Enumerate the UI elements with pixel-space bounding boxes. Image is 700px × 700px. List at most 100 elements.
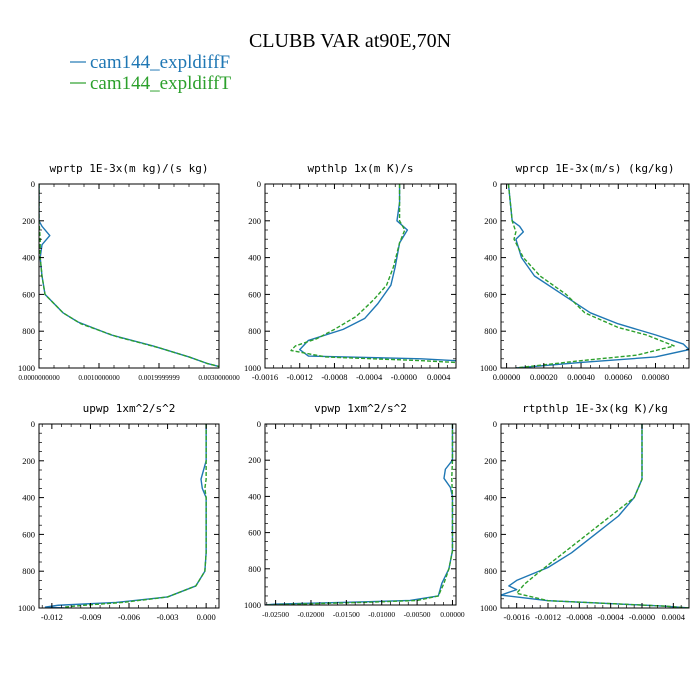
- x-tick-label: -0.0016: [504, 612, 530, 622]
- legend-label-f: cam144_expldiffF: [90, 52, 230, 73]
- y-tick-label: 1000: [244, 363, 261, 373]
- x-tick-label: -0.00500: [404, 610, 431, 619]
- x-tick-label: -0.0008: [566, 612, 592, 622]
- y-tick-label: 800: [22, 326, 35, 336]
- y-tick-label: 200: [484, 456, 497, 466]
- x-tick-label: 0.0004: [662, 612, 686, 622]
- y-tick-label: 1000: [18, 603, 35, 613]
- panel-title: wprtp 1E-3x(m kg)/(s kg): [50, 162, 209, 175]
- y-tick-label: 400: [484, 493, 497, 503]
- y-tick-label: 200: [22, 456, 35, 466]
- x-tick-label: -0.01000: [368, 610, 395, 619]
- x-tick-label: -0.0000: [391, 372, 417, 382]
- series-line-expldiffF: [507, 184, 689, 368]
- x-tick-label: 0.0030000000: [198, 374, 240, 382]
- figure-title: CLUBB VAR at90E,70N: [249, 30, 451, 52]
- x-tick-label: 0.00020: [530, 372, 558, 382]
- y-tick-label: 0: [31, 179, 35, 189]
- panel-title: upwp 1xm^2/s^2: [83, 402, 176, 415]
- x-tick-label: -0.02000: [298, 610, 325, 619]
- y-tick-label: 600: [22, 529, 35, 539]
- y-tick-label: 400: [248, 253, 261, 263]
- series-line-expldiffT: [507, 184, 675, 368]
- y-tick-label: 600: [484, 289, 497, 299]
- series-line-expldiffT: [515, 424, 689, 608]
- panel-series: [290, 184, 456, 364]
- x-tick-label: -0.02500: [262, 610, 289, 619]
- x-tick-label: -0.0000: [629, 612, 655, 622]
- y-tick-label: 600: [248, 528, 261, 538]
- y-tick-label: 200: [22, 216, 35, 226]
- x-tick-label: -0.009: [79, 612, 101, 622]
- panels: wprtp 1E-3x(m kg)/(s kg) 0 200 400 600 800 100…: [18, 162, 690, 622]
- x-tick-label: 0.00080: [642, 372, 670, 382]
- x-tick-label: -0.0012: [287, 372, 313, 382]
- y-tick-label: 600: [248, 289, 261, 299]
- y-tick-label: 1000: [244, 600, 261, 610]
- x-tick-label: -0.0012: [535, 612, 561, 622]
- x-tick-label: -0.006: [118, 612, 140, 622]
- y-tick-label: 600: [484, 529, 497, 539]
- x-tick-label: 0.00000: [493, 372, 521, 382]
- y-tick-label: 0: [257, 179, 261, 189]
- series-line-expldiffT: [64, 424, 207, 608]
- x-tick-label: -0.0004: [598, 612, 625, 622]
- x-tick-label: 0.0000000000: [18, 374, 60, 382]
- x-tick-label: 0.00000: [440, 610, 465, 619]
- panel-series: [501, 424, 689, 608]
- x-tick-label: 0.00040: [567, 372, 595, 382]
- x-tick-label: 0.0010000000: [78, 374, 120, 382]
- y-tick-label: 800: [248, 326, 261, 336]
- y-tick-label: 400: [22, 253, 35, 263]
- panel-series: [44, 424, 207, 608]
- y-tick-label: 200: [248, 455, 261, 465]
- y-tick-label: 0: [493, 419, 497, 429]
- x-tick-label: 0.00060: [604, 372, 632, 382]
- x-tick-label: 0.0019999999: [138, 374, 180, 382]
- y-tick-label: 1000: [480, 603, 497, 613]
- x-tick-label: 0.0004: [427, 372, 451, 382]
- y-tick-label: 200: [248, 216, 261, 226]
- panel-title: wprcp 1E-3x(m/s) (kg/kg): [516, 162, 675, 175]
- y-tick-label: 600: [22, 289, 35, 299]
- y-tick-label: 200: [484, 216, 497, 226]
- panel-series: [507, 184, 689, 368]
- panel-title: wpthlp 1x(m K)/s: [308, 162, 414, 175]
- y-tick-label: 800: [484, 326, 497, 336]
- series-line-expldiffT: [290, 184, 456, 364]
- y-tick-label: 1000: [480, 363, 497, 373]
- y-tick-label: 800: [484, 566, 497, 576]
- panel-title: rtpthlp 1E-3x(kg K)/kg: [522, 402, 668, 415]
- series-line-expldiffF: [299, 184, 456, 362]
- panel-title: vpwp 1xm^2/s^2: [314, 402, 407, 415]
- y-tick-label: 0: [493, 179, 497, 189]
- y-tick-label: 400: [248, 491, 261, 501]
- y-tick-label: 400: [484, 253, 497, 263]
- panel-1: wprtp 1E-3x(m kg)/(s kg) 0 200 400 600 800 100…: [18, 162, 240, 382]
- x-tick-label: -0.0008: [321, 372, 347, 382]
- legend: cam144_expldiffF cam144_expldiffT: [70, 52, 231, 94]
- panel-series: [265, 424, 454, 605]
- x-tick-label: -0.003: [157, 612, 179, 622]
- y-tick-label: 0: [31, 419, 35, 429]
- legend-label-t: cam144_expldiffT: [90, 73, 231, 94]
- y-tick-label: 0: [257, 419, 261, 429]
- y-tick-label: 800: [22, 566, 35, 576]
- series-line-expldiffT: [265, 424, 454, 605]
- x-tick-label: -0.0016: [252, 372, 278, 382]
- x-tick-label: -0.0004: [356, 372, 383, 382]
- x-tick-label: -0.01500: [333, 610, 360, 619]
- panel-2: wpthlp 1x(m K)/s 0 200 400 600 800 1000-0.0016…: [244, 162, 457, 382]
- series-line-expldiffF: [44, 424, 207, 608]
- panel-6: rtpthlp 1E-3x(kg K)/kg02004006008001000-…: [480, 402, 690, 622]
- x-tick-label: 0.000: [197, 612, 216, 622]
- y-tick-label: 400: [22, 493, 35, 503]
- y-tick-label: 800: [248, 564, 261, 574]
- panel-5: vpwp 1xm^2/s^202004006008001000-0.02500-…: [244, 402, 465, 619]
- panel-4: upwp 1xm^2/s^2 0 200 400 600 800 1000 -0.012 -0.…: [18, 402, 220, 622]
- y-tick-label: 1000: [18, 363, 35, 373]
- panel-3: wprcp 1E-3x(m/s) (kg/kg) 0 200 400 600 800 100…: [480, 162, 690, 382]
- x-tick-label: -0.012: [41, 612, 63, 622]
